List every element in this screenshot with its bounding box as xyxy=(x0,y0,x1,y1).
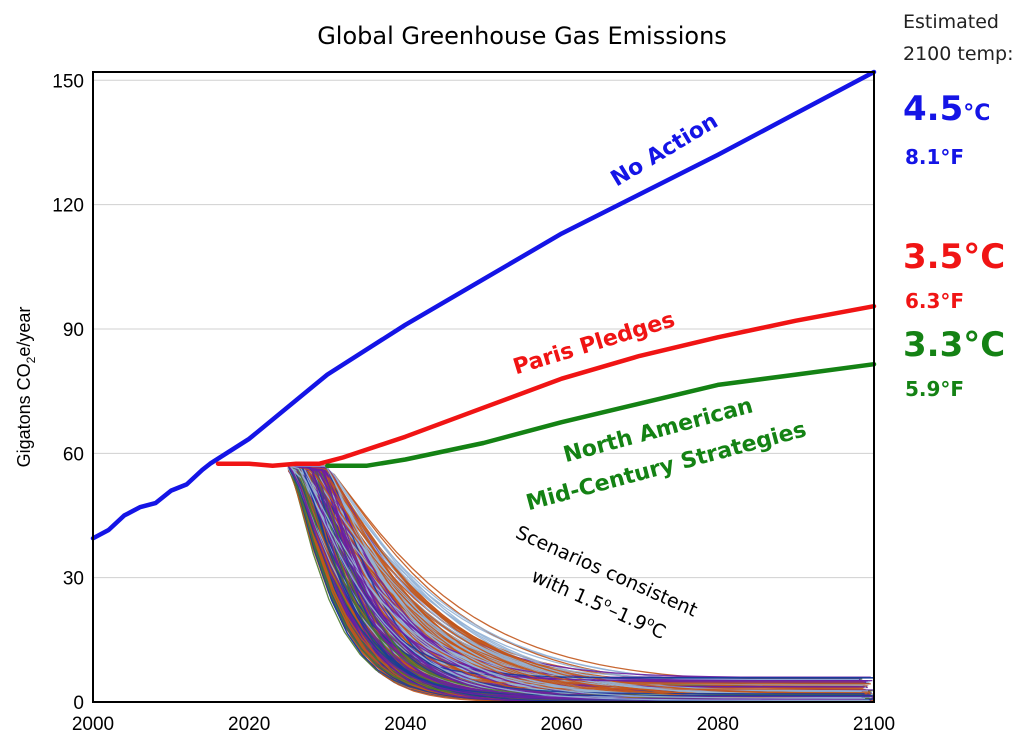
plot-frame xyxy=(92,71,875,703)
temperature-side-panel: Estimated 2100 temp: 4.5°C 8.1°F 3.5°C 6… xyxy=(903,11,1014,401)
y-axis-label: Gigatons CO2e/year xyxy=(14,307,38,468)
y-tick-label: 90 xyxy=(63,320,84,341)
paris-temp-f: 6.3°F xyxy=(905,289,964,313)
y-tick-labels: 0 30 60 90 120 150 xyxy=(52,71,84,714)
x-tick-label: 2020 xyxy=(228,714,270,735)
scenario-line xyxy=(287,465,863,700)
scenario-line xyxy=(287,465,862,693)
y-label-part-1: Gigatons CO xyxy=(14,363,34,467)
x-tick-labels: 2000 2020 2040 2060 2080 2100 xyxy=(72,714,895,735)
scenario-line xyxy=(288,465,863,686)
no-action-temp-c: 4.5°C xyxy=(903,89,990,129)
x-tick-label: 2080 xyxy=(697,714,739,735)
scenario-line xyxy=(288,465,869,701)
side-heading-line1: Estimated xyxy=(903,11,999,33)
x-tick-label: 2060 xyxy=(540,714,582,735)
chart-title: Global Greenhouse Gas Emissions xyxy=(317,22,727,50)
series-lines xyxy=(90,69,877,541)
y-tick-label: 0 xyxy=(73,693,84,714)
no-action-temp-f: 8.1°F xyxy=(905,145,964,169)
scen-range: –1.9 xyxy=(605,599,650,635)
y-tick-label: 30 xyxy=(63,569,84,590)
y-tick-label: 150 xyxy=(52,71,84,92)
series-line-1 xyxy=(215,303,877,469)
series-line-2 xyxy=(325,361,877,469)
scenario-line xyxy=(288,465,868,695)
north-american-temp-f: 5.9°F xyxy=(905,377,964,401)
side-heading-line2: 2100 temp: xyxy=(903,43,1014,65)
no-action-temp-c-unit: °C xyxy=(963,101,990,126)
scenario-line xyxy=(288,465,873,697)
y-tick-label: 120 xyxy=(52,196,84,217)
north-american-temp-c: 3.3°C xyxy=(903,325,1005,365)
no-action-temp-c-number: 4.5 xyxy=(903,89,963,129)
y-tick-label: 60 xyxy=(63,444,84,465)
x-tick-label: 2040 xyxy=(384,714,426,735)
x-tick-label: 2100 xyxy=(853,714,895,735)
y-label-subscript: 2 xyxy=(24,356,38,363)
x-tick-label: 2000 xyxy=(72,714,114,735)
paris-temp-c: 3.5°C xyxy=(903,237,1005,277)
scenario-line xyxy=(288,465,873,682)
y-label-part-2: e/year xyxy=(14,307,34,357)
scenario-line xyxy=(288,465,866,699)
series-line-0 xyxy=(90,69,877,541)
